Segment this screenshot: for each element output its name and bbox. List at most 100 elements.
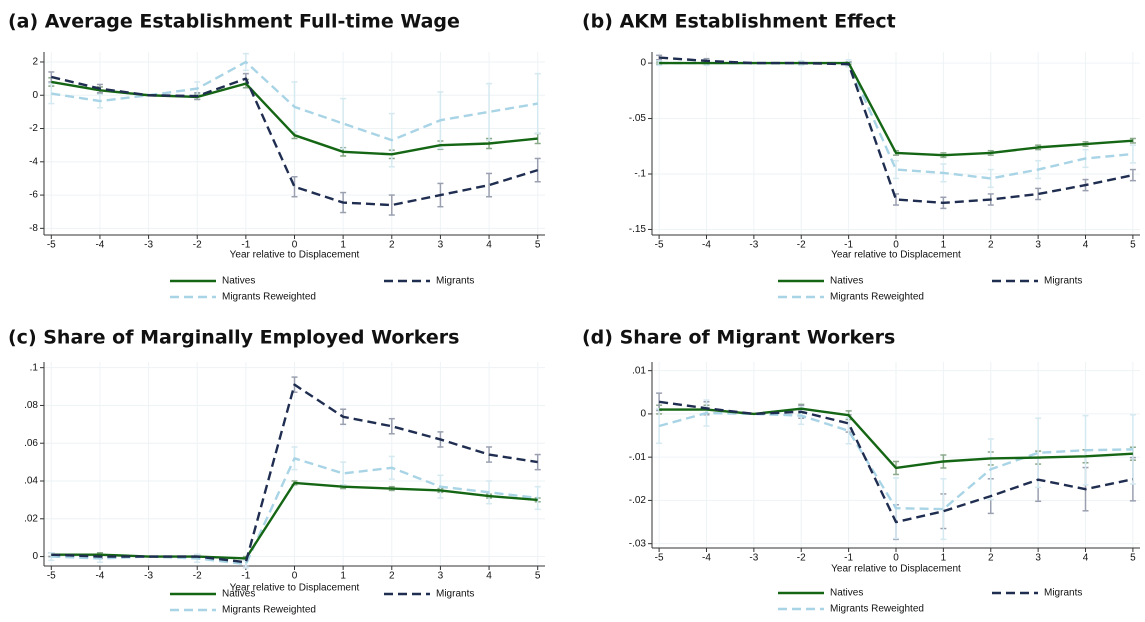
- x-tick-label: -2: [193, 240, 202, 251]
- x-axis-label: Year relative to Displacement: [230, 583, 360, 594]
- x-tick-label: 5: [1130, 240, 1136, 251]
- error-bar: [486, 82, 493, 141]
- series-line: [51, 457, 538, 566]
- series-line: [658, 411, 1133, 511]
- x-tick-label: 0: [292, 240, 298, 251]
- y-tick-label: 0: [640, 58, 646, 69]
- legend-label: Natives: [830, 276, 863, 287]
- x-tick-label: 4: [1083, 553, 1089, 564]
- series-line: [51, 60, 538, 142]
- y-tick-label: .02: [24, 513, 38, 524]
- x-tick-label: 2: [988, 553, 994, 564]
- y-tick-label: 0: [32, 551, 38, 562]
- x-tick-label: -4: [702, 553, 711, 564]
- y-tick-label: -2: [29, 123, 38, 134]
- x-tick-label: -5: [47, 571, 56, 582]
- x-tick-label: 4: [486, 571, 492, 582]
- x-tick-label: -5: [47, 240, 56, 251]
- y-tick-label: -.03: [629, 538, 647, 549]
- x-tick-label: -3: [749, 240, 758, 251]
- x-tick-label: 1: [941, 553, 947, 564]
- y-tick-label: -.05: [629, 113, 647, 124]
- y-tick-label: -4: [29, 156, 38, 167]
- error-bar: [534, 453, 541, 471]
- error-bar: [1035, 417, 1042, 489]
- error-bar: [940, 478, 947, 541]
- x-axis-label: Year relative to Displacement: [230, 250, 360, 261]
- x-tick-label: 4: [1083, 240, 1089, 251]
- series-line: [51, 481, 538, 560]
- y-tick-label: -.02: [629, 495, 647, 506]
- x-tick-label: 3: [1035, 240, 1041, 251]
- series-line: [51, 75, 539, 207]
- x-tick-label: 5: [535, 571, 541, 582]
- error-bar: [48, 82, 55, 105]
- error-bar: [534, 72, 541, 135]
- x-axis-label: Year relative to Displacement: [831, 250, 961, 261]
- y-tick-label: 0: [32, 90, 38, 101]
- series-line: [659, 407, 1133, 470]
- x-tick-label: 2: [389, 240, 395, 251]
- legend-label: Migrants: [1044, 588, 1082, 599]
- series-line: [51, 383, 538, 564]
- y-tick-label: -.1: [634, 169, 646, 180]
- x-tick-label: -3: [144, 240, 153, 251]
- x-tick-label: 3: [438, 571, 444, 582]
- legend-label: Migrants Reweighted: [222, 605, 316, 616]
- x-tick-label: -4: [702, 240, 711, 251]
- x-tick-label: 3: [438, 240, 444, 251]
- x-tick-label: 3: [1035, 553, 1041, 564]
- x-tick-label: 0: [893, 240, 899, 251]
- x-tick-label: -2: [193, 571, 202, 582]
- x-tick-label: 1: [340, 240, 346, 251]
- x-tick-label: -5: [655, 553, 664, 564]
- chart-title: (a) Average Establishment Full-time Wage: [8, 11, 460, 33]
- error-bar: [1129, 144, 1136, 164]
- x-tick-label: 5: [535, 240, 541, 251]
- x-tick-label: -2: [797, 240, 806, 251]
- x-tick-label: -1: [844, 553, 853, 564]
- y-tick-label: 2: [32, 57, 38, 68]
- legend-label: Natives: [830, 588, 863, 599]
- x-tick-label: 2: [988, 240, 994, 251]
- y-tick-label: .01: [632, 365, 646, 376]
- error-bar: [388, 417, 395, 435]
- chart-title: (c) Share of Marginally Employed Workers: [8, 327, 460, 349]
- legend-label: Migrants Reweighted: [830, 604, 924, 615]
- x-tick-label: -3: [144, 571, 153, 582]
- x-tick-label: 1: [340, 571, 346, 582]
- series-line: [51, 80, 538, 156]
- y-tick-label: .1: [30, 362, 39, 373]
- error-bar: [1129, 414, 1136, 485]
- y-tick-label: .06: [24, 438, 38, 449]
- error-bar: [656, 54, 663, 61]
- x-tick-label: 0: [292, 571, 298, 582]
- legend-label: Migrants Reweighted: [222, 292, 316, 303]
- y-tick-label: .04: [24, 476, 38, 487]
- x-tick-label: 2: [389, 571, 395, 582]
- y-tick-label: -6: [29, 190, 38, 201]
- x-tick-label: -3: [749, 553, 758, 564]
- x-tick-label: 0: [893, 553, 899, 564]
- error-bar: [1035, 187, 1042, 201]
- series-line: [658, 400, 1134, 524]
- series-line: [659, 56, 1134, 205]
- error-bar: [987, 168, 994, 189]
- legend-label: Migrants: [436, 276, 474, 287]
- legend-label: Migrants: [1044, 276, 1082, 287]
- x-tick-label: 5: [1130, 553, 1136, 564]
- x-tick-label: -1: [241, 571, 250, 582]
- x-tick-label: -5: [655, 240, 664, 251]
- error-bar: [340, 97, 347, 150]
- error-bar: [1129, 168, 1136, 182]
- series-line: [659, 61, 1133, 157]
- error-bar: [388, 194, 395, 216]
- error-bar: [1129, 137, 1136, 144]
- chart-title: (b) AKM Establishment Effect: [582, 11, 896, 33]
- chart-title: (d) Share of Migrant Workers: [582, 327, 895, 349]
- legend-label: Natives: [222, 589, 255, 600]
- x-tick-label: -1: [241, 240, 250, 251]
- y-tick-label: .08: [24, 400, 38, 411]
- x-tick-label: -2: [797, 553, 806, 564]
